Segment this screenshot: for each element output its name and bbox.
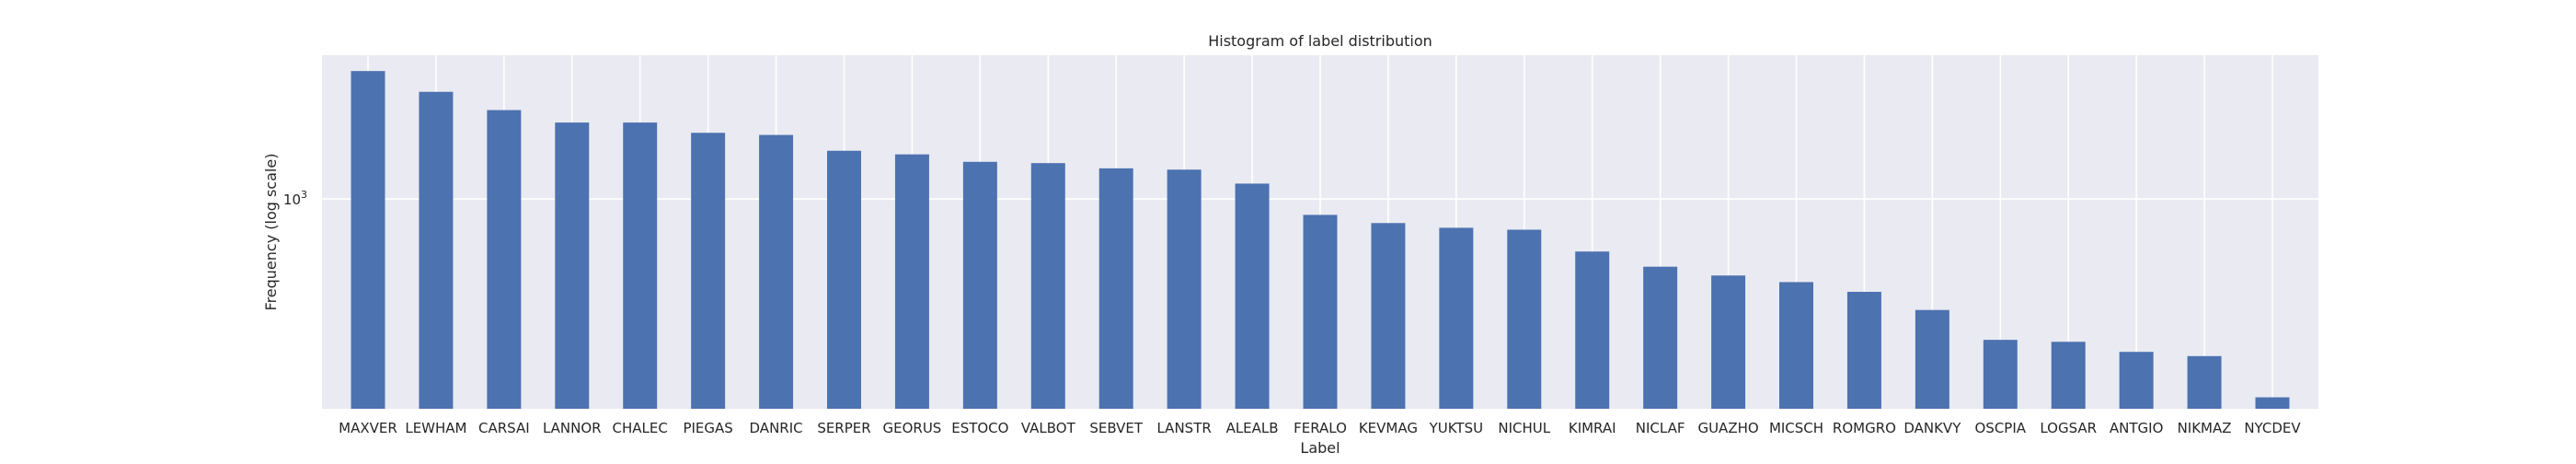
x-tick-label: ROMGRO bbox=[1833, 420, 1896, 436]
x-tick-label: KEVMAG bbox=[1359, 420, 1418, 436]
bar-sebvet bbox=[1098, 168, 1133, 409]
x-tick-label: CHALEC bbox=[613, 420, 668, 436]
x-tick-label: NIKMAZ bbox=[2178, 420, 2232, 436]
bar-maxver bbox=[351, 71, 385, 409]
x-tick-label: ESTOCO bbox=[951, 420, 1008, 436]
x-tick-label: NICLAF bbox=[1636, 420, 1685, 436]
x-tick-label: LANSTR bbox=[1156, 420, 1211, 436]
x-tick-label: PIEGAS bbox=[683, 420, 732, 436]
x-tick-label: FERALO bbox=[1294, 420, 1347, 436]
x-axis-label: Label bbox=[1300, 439, 1340, 457]
bar-valbot bbox=[1030, 163, 1065, 409]
bar-oscpia bbox=[1983, 340, 2018, 409]
bar-serper bbox=[827, 150, 861, 409]
x-tick-label: MICSCH bbox=[1769, 420, 1823, 436]
bar-kevmag bbox=[1371, 223, 1406, 409]
bar-nycdev bbox=[2255, 397, 2290, 409]
x-tick-label: CARSAI bbox=[478, 420, 530, 436]
bar-estoco bbox=[962, 161, 997, 410]
x-tick-label: DANKVY bbox=[1903, 420, 1961, 436]
bar-danric bbox=[759, 134, 794, 409]
bar-micsch bbox=[1779, 282, 1813, 409]
bar-georus bbox=[894, 154, 929, 409]
x-tick-label: YUKTSU bbox=[1429, 420, 1483, 436]
x-tick-label: ALEALB bbox=[1226, 420, 1279, 436]
x-tick-label: NYCDEV bbox=[2244, 420, 2301, 436]
bar-antgio bbox=[2119, 352, 2154, 409]
x-tick-label: SERPER bbox=[817, 420, 870, 436]
x-tick-label: KIMRAI bbox=[1569, 420, 1616, 436]
bar-chalec bbox=[623, 122, 658, 409]
x-tick-label: DANRIC bbox=[750, 420, 803, 436]
bar-lanstr bbox=[1167, 169, 1202, 409]
y-tick-labels: 103 bbox=[283, 189, 307, 208]
x-tick-label: MAXVER bbox=[339, 420, 397, 436]
bars bbox=[351, 71, 2290, 410]
bar-nikmaz bbox=[2187, 355, 2222, 409]
y-tick-label: 103 bbox=[283, 189, 307, 208]
bar-piegas bbox=[691, 133, 726, 410]
x-tick-label: GUAZHO bbox=[1697, 420, 1758, 436]
bar-feralo bbox=[1303, 215, 1338, 409]
chart-title: Histogram of label distribution bbox=[1208, 32, 1432, 50]
bar-guazho bbox=[1711, 275, 1746, 409]
x-tick-label: LOGSAR bbox=[2040, 420, 2097, 436]
y-axis-label: Frequency (log scale) bbox=[262, 154, 280, 311]
x-tick-label: NICHUL bbox=[1498, 420, 1550, 436]
bar-nichul bbox=[1507, 229, 1542, 409]
bar-lewham bbox=[419, 91, 454, 410]
x-tick-label: SEBVET bbox=[1089, 420, 1144, 436]
x-tick-label: GEORUS bbox=[883, 420, 942, 436]
x-tick-labels: MAXVER LEWHAM CARSAI LANNOR CHALEC PIEGAS DANR… bbox=[339, 420, 2301, 436]
x-tick-label: LEWHAM bbox=[405, 420, 466, 436]
bar-alealb bbox=[1235, 183, 1270, 409]
x-tick-label: OSCPIA bbox=[1975, 420, 2027, 436]
bar-yuktsu bbox=[1439, 227, 1474, 409]
bar-kimrai bbox=[1575, 251, 1610, 409]
x-tick-label: ANTGIO bbox=[2110, 420, 2164, 436]
bar-logsar bbox=[2051, 342, 2086, 409]
bar-lannor bbox=[555, 122, 590, 409]
bar-niclaf bbox=[1643, 266, 1678, 409]
bar-carsai bbox=[487, 110, 522, 410]
x-tick-label: LANNOR bbox=[543, 420, 602, 436]
bar-romgro bbox=[1846, 291, 1881, 409]
x-tick-label: VALBOT bbox=[1021, 420, 1076, 436]
bar-dankvy bbox=[1915, 309, 1949, 409]
